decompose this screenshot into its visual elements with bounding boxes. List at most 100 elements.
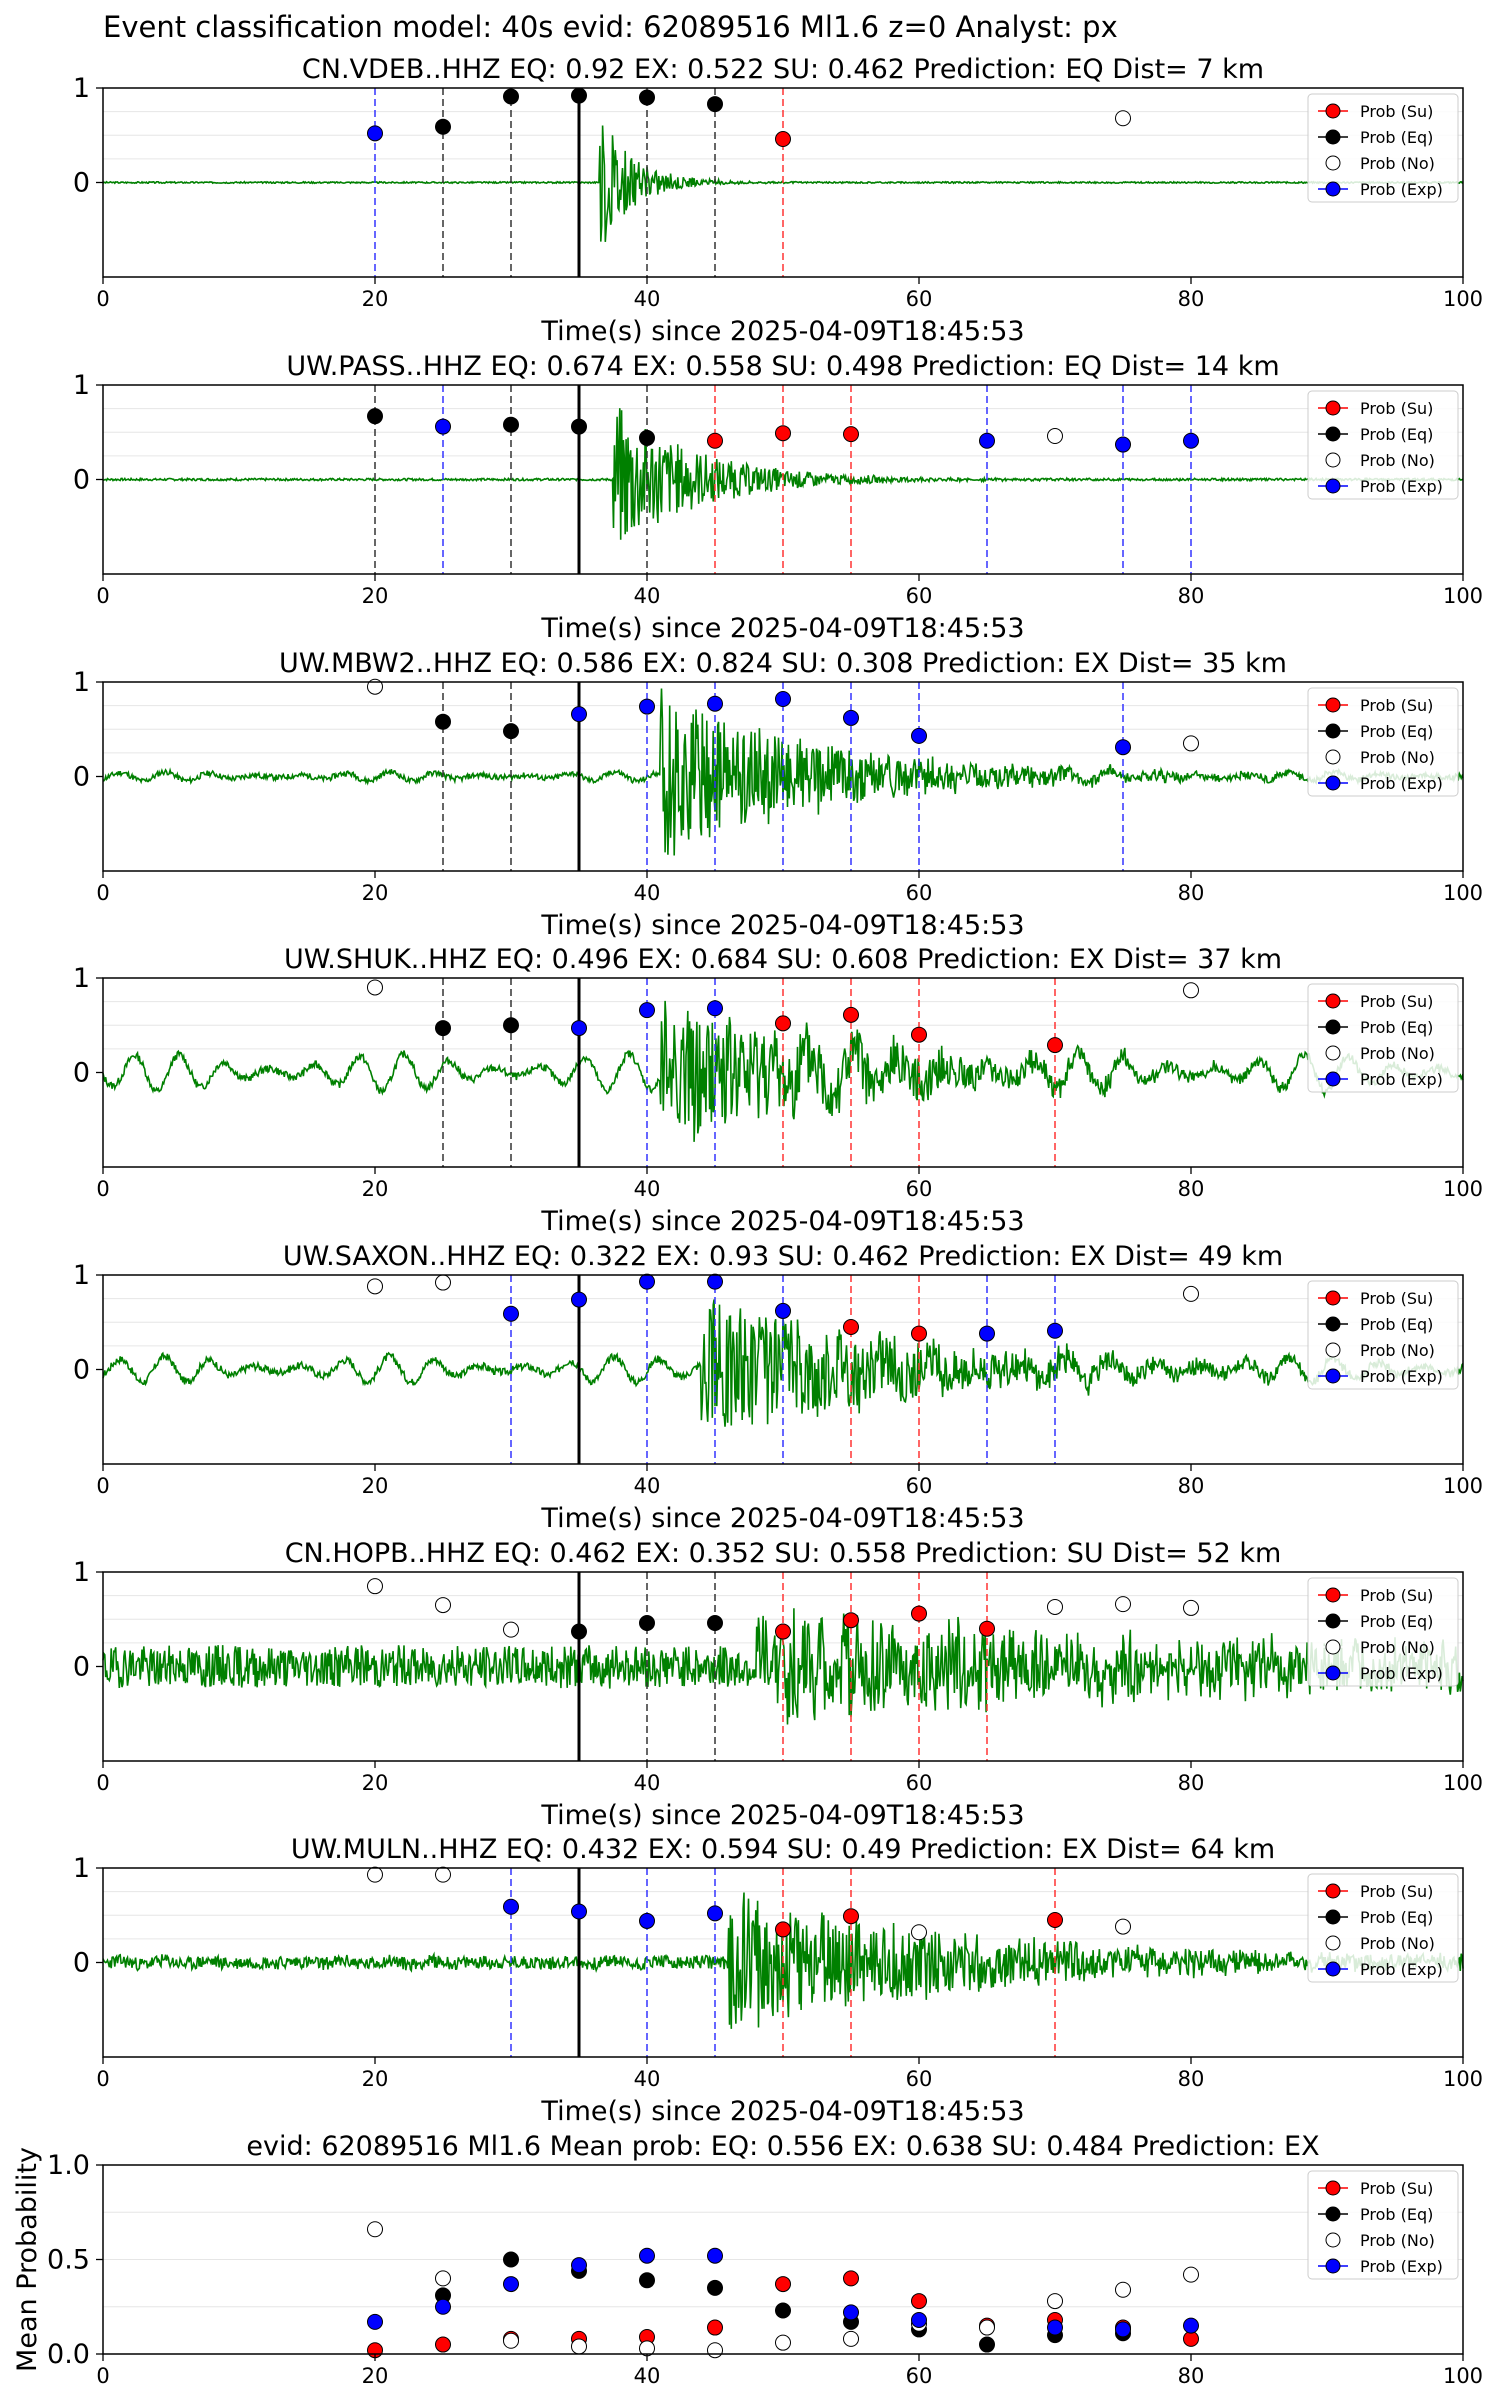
mean-prob-point-exp [503, 2276, 519, 2293]
x-tick-label: 0 [96, 287, 109, 311]
legend-label-exp: Prob (Exp) [1360, 477, 1443, 496]
mean-prob-point-su [707, 2319, 723, 2336]
panel-title: UW.SAXON..HHZ EQ: 0.322 EX: 0.93 SU: 0.4… [283, 1241, 1283, 1272]
mean-prob-point-exp [1115, 2321, 1131, 2338]
legend-marker-exp [1325, 1665, 1341, 1681]
y-tick-label: 0 [73, 1948, 90, 1979]
mean-prob-point-no [1047, 2293, 1063, 2310]
prob-point-no [367, 979, 383, 996]
panel-title: UW.MBW2..HHZ EQ: 0.586 EX: 0.824 SU: 0.3… [279, 648, 1287, 679]
prob-point-no [1115, 110, 1131, 127]
prob-point-exp [979, 432, 995, 449]
y-tick-label: 1 [73, 963, 90, 994]
y-tick-label: 1.0 [47, 2150, 90, 2181]
legend-label-eq: Prob (Eq) [1360, 425, 1433, 444]
mean-prob-point-no [1115, 2281, 1131, 2298]
panel-title: UW.MULN..HHZ EQ: 0.432 EX: 0.594 SU: 0.4… [291, 1834, 1275, 1865]
legend-label-exp: Prob (Exp) [1360, 774, 1443, 793]
prob-point-exp [843, 709, 859, 726]
prob-point-eq [571, 418, 587, 435]
legend-label-exp: Prob (Exp) [1360, 1960, 1443, 1979]
x-tick-label: 60 [906, 584, 933, 608]
legend-marker-eq [1325, 2206, 1341, 2222]
prob-point-exp [707, 1273, 723, 1290]
prob-point-exp [775, 691, 791, 708]
x-tick-label: 40 [634, 2364, 661, 2388]
y-tick-label: 0 [73, 168, 90, 199]
x-tick-label: 100 [1443, 1771, 1483, 1795]
legend-marker-no [1325, 1639, 1341, 1655]
prob-point-no [435, 1274, 451, 1291]
mean-prob-point-su [843, 2270, 859, 2287]
x-tick-label: 20 [362, 287, 389, 311]
prob-point-su [775, 1921, 791, 1938]
legend-marker-exp [1325, 181, 1341, 197]
x-tick-label: 60 [906, 1771, 933, 1795]
mean-prob-point-no [775, 2334, 791, 2351]
legend-marker-no [1325, 749, 1341, 765]
legend-marker-no [1325, 1342, 1341, 1358]
mean-prob-point-no [979, 2319, 995, 2336]
x-tick-label: 0 [96, 881, 109, 905]
legend-label-eq: Prob (Eq) [1360, 1612, 1433, 1631]
x-tick-label: 0 [96, 584, 109, 608]
prob-point-exp [1115, 436, 1131, 453]
prob-point-eq [435, 713, 451, 730]
mean-prob-point-exp [435, 2298, 451, 2315]
prob-point-no [911, 1924, 927, 1941]
panel-2: 0 20 40 60 80 100 1 0 UW.PASS..HHZ EQ: 0.674 EX:… [73, 351, 1483, 644]
y-tick-label: 0.5 [47, 2245, 90, 2276]
prob-point-su [843, 1612, 859, 1629]
prob-point-exp [503, 1898, 519, 1915]
x-tick-label: 0 [96, 2364, 109, 2388]
legend-box [1307, 687, 1459, 797]
x-tick-label: 100 [1443, 2364, 1483, 2388]
legend-marker-no [1325, 1045, 1341, 1061]
y-tick-label: 1 [73, 1557, 90, 1588]
x-tick-label: 100 [1443, 287, 1483, 311]
x-tick-label: 0 [96, 1474, 109, 1498]
legend-marker-exp [1325, 2258, 1341, 2274]
legend-marker-su [1325, 1883, 1341, 1899]
x-tick-label: 20 [362, 1177, 389, 1201]
x-tick-label: 100 [1443, 1474, 1483, 1498]
prob-point-exp [707, 1000, 723, 1017]
legend-label-no: Prob (No) [1360, 451, 1435, 470]
panel-title: UW.PASS..HHZ EQ: 0.674 EX: 0.558 SU: 0.4… [286, 351, 1279, 382]
legend: Prob (Su) Prob (Eq) Prob (No) Prob (Exp) [1307, 1577, 1459, 1687]
y-tick-label: 1 [73, 667, 90, 698]
legend-marker-no [1325, 1935, 1341, 1951]
prob-point-exp [775, 1302, 791, 1319]
panel-1: 0 20 40 60 80 100 1 0 CN.VDEB..HHZ EQ: 0.92 EX: … [73, 54, 1483, 347]
mean-prob-point-exp [639, 2247, 655, 2264]
prob-point-exp [979, 1325, 995, 1342]
mean-prob-point-exp [571, 2257, 587, 2274]
prob-point-su [979, 1620, 995, 1637]
mean-prob-point-su [911, 2293, 927, 2310]
x-tick-label: 60 [906, 287, 933, 311]
legend-label-su: Prob (Su) [1360, 2179, 1433, 2198]
x-tick-label: 100 [1443, 2067, 1483, 2091]
x-tick-label: 80 [1178, 2364, 1205, 2388]
prob-point-no [1047, 1598, 1063, 1615]
prob-point-su [843, 1318, 859, 1335]
mean-prob-point-exp [911, 2311, 927, 2328]
legend-label-eq: Prob (Eq) [1360, 1315, 1433, 1334]
legend-marker-eq [1325, 1613, 1341, 1629]
x-tick-label: 60 [906, 2364, 933, 2388]
y-tick-label: 1 [73, 1260, 90, 1291]
legend: Prob (Su) Prob (Eq) Prob (No) Prob (Exp) [1307, 2170, 1459, 2280]
prob-point-eq [503, 416, 519, 433]
prob-point-exp [639, 698, 655, 715]
x-tick-label: 40 [634, 881, 661, 905]
prob-point-exp [367, 125, 383, 142]
legend-label-su: Prob (Su) [1360, 1882, 1433, 1901]
mean-prob-point-eq [707, 2279, 723, 2296]
legend-label-no: Prob (No) [1360, 1044, 1435, 1063]
mean-prob-point-eq [775, 2302, 791, 2319]
prob-point-su [843, 1908, 859, 1925]
legend-marker-eq [1325, 426, 1341, 442]
legend-marker-exp [1325, 1071, 1341, 1087]
prob-point-su [775, 1015, 791, 1032]
